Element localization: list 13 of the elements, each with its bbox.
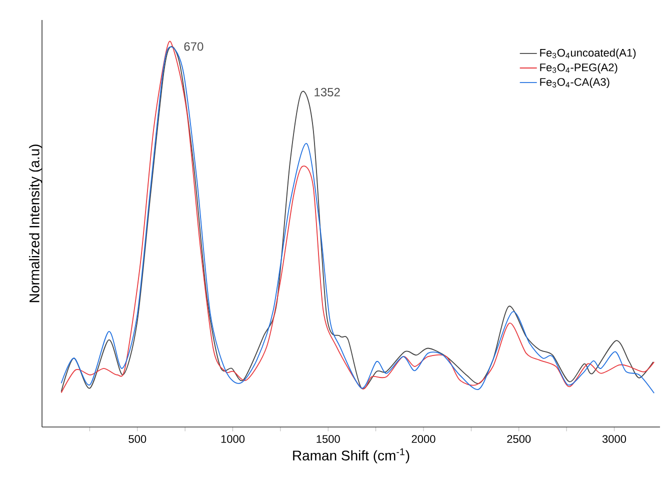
x-tick-label: 2500 [507, 435, 531, 443]
x-axis-title: Raman Shift (cm$^{-1}$) [293, 448, 410, 464]
legend-label: Fe$_{3}$O$_{4}$uncoated(A1) [540, 48, 636, 59]
x-tick-label: 1500 [316, 435, 340, 443]
x-tick-label: 1000 [221, 435, 245, 443]
annotation: 1352 [314, 88, 340, 96]
x-tick-label: 3000 [602, 435, 626, 443]
x-tick-label: 2000 [412, 435, 436, 443]
legend-label: Fe$_{3}$O$_{4}$-CA(A3) [540, 78, 610, 88]
y-axis-title: Normalized Intensity (a.u) [29, 144, 42, 302]
legend-label: Fe$_{3}$O$_{4}$-PEG(A2) [540, 63, 618, 74]
annotation: 670 [184, 42, 204, 51]
x-tick-label: 500 [128, 435, 146, 443]
